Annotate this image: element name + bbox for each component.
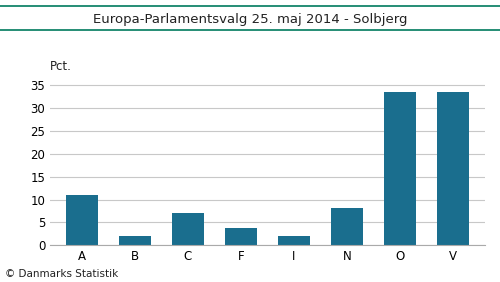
Text: Pct.: Pct. (50, 60, 72, 73)
Bar (331, 208, 363, 245)
Bar (225, 228, 257, 245)
Bar (384, 92, 416, 245)
Bar (172, 213, 204, 245)
Text: © Danmarks Statistik: © Danmarks Statistik (5, 269, 118, 279)
Bar (438, 92, 469, 245)
Bar (119, 236, 151, 245)
Bar (278, 236, 310, 245)
Text: Europa-Parlamentsvalg 25. maj 2014 - Solbjerg: Europa-Parlamentsvalg 25. maj 2014 - Sol… (93, 13, 407, 26)
Bar (66, 195, 98, 245)
